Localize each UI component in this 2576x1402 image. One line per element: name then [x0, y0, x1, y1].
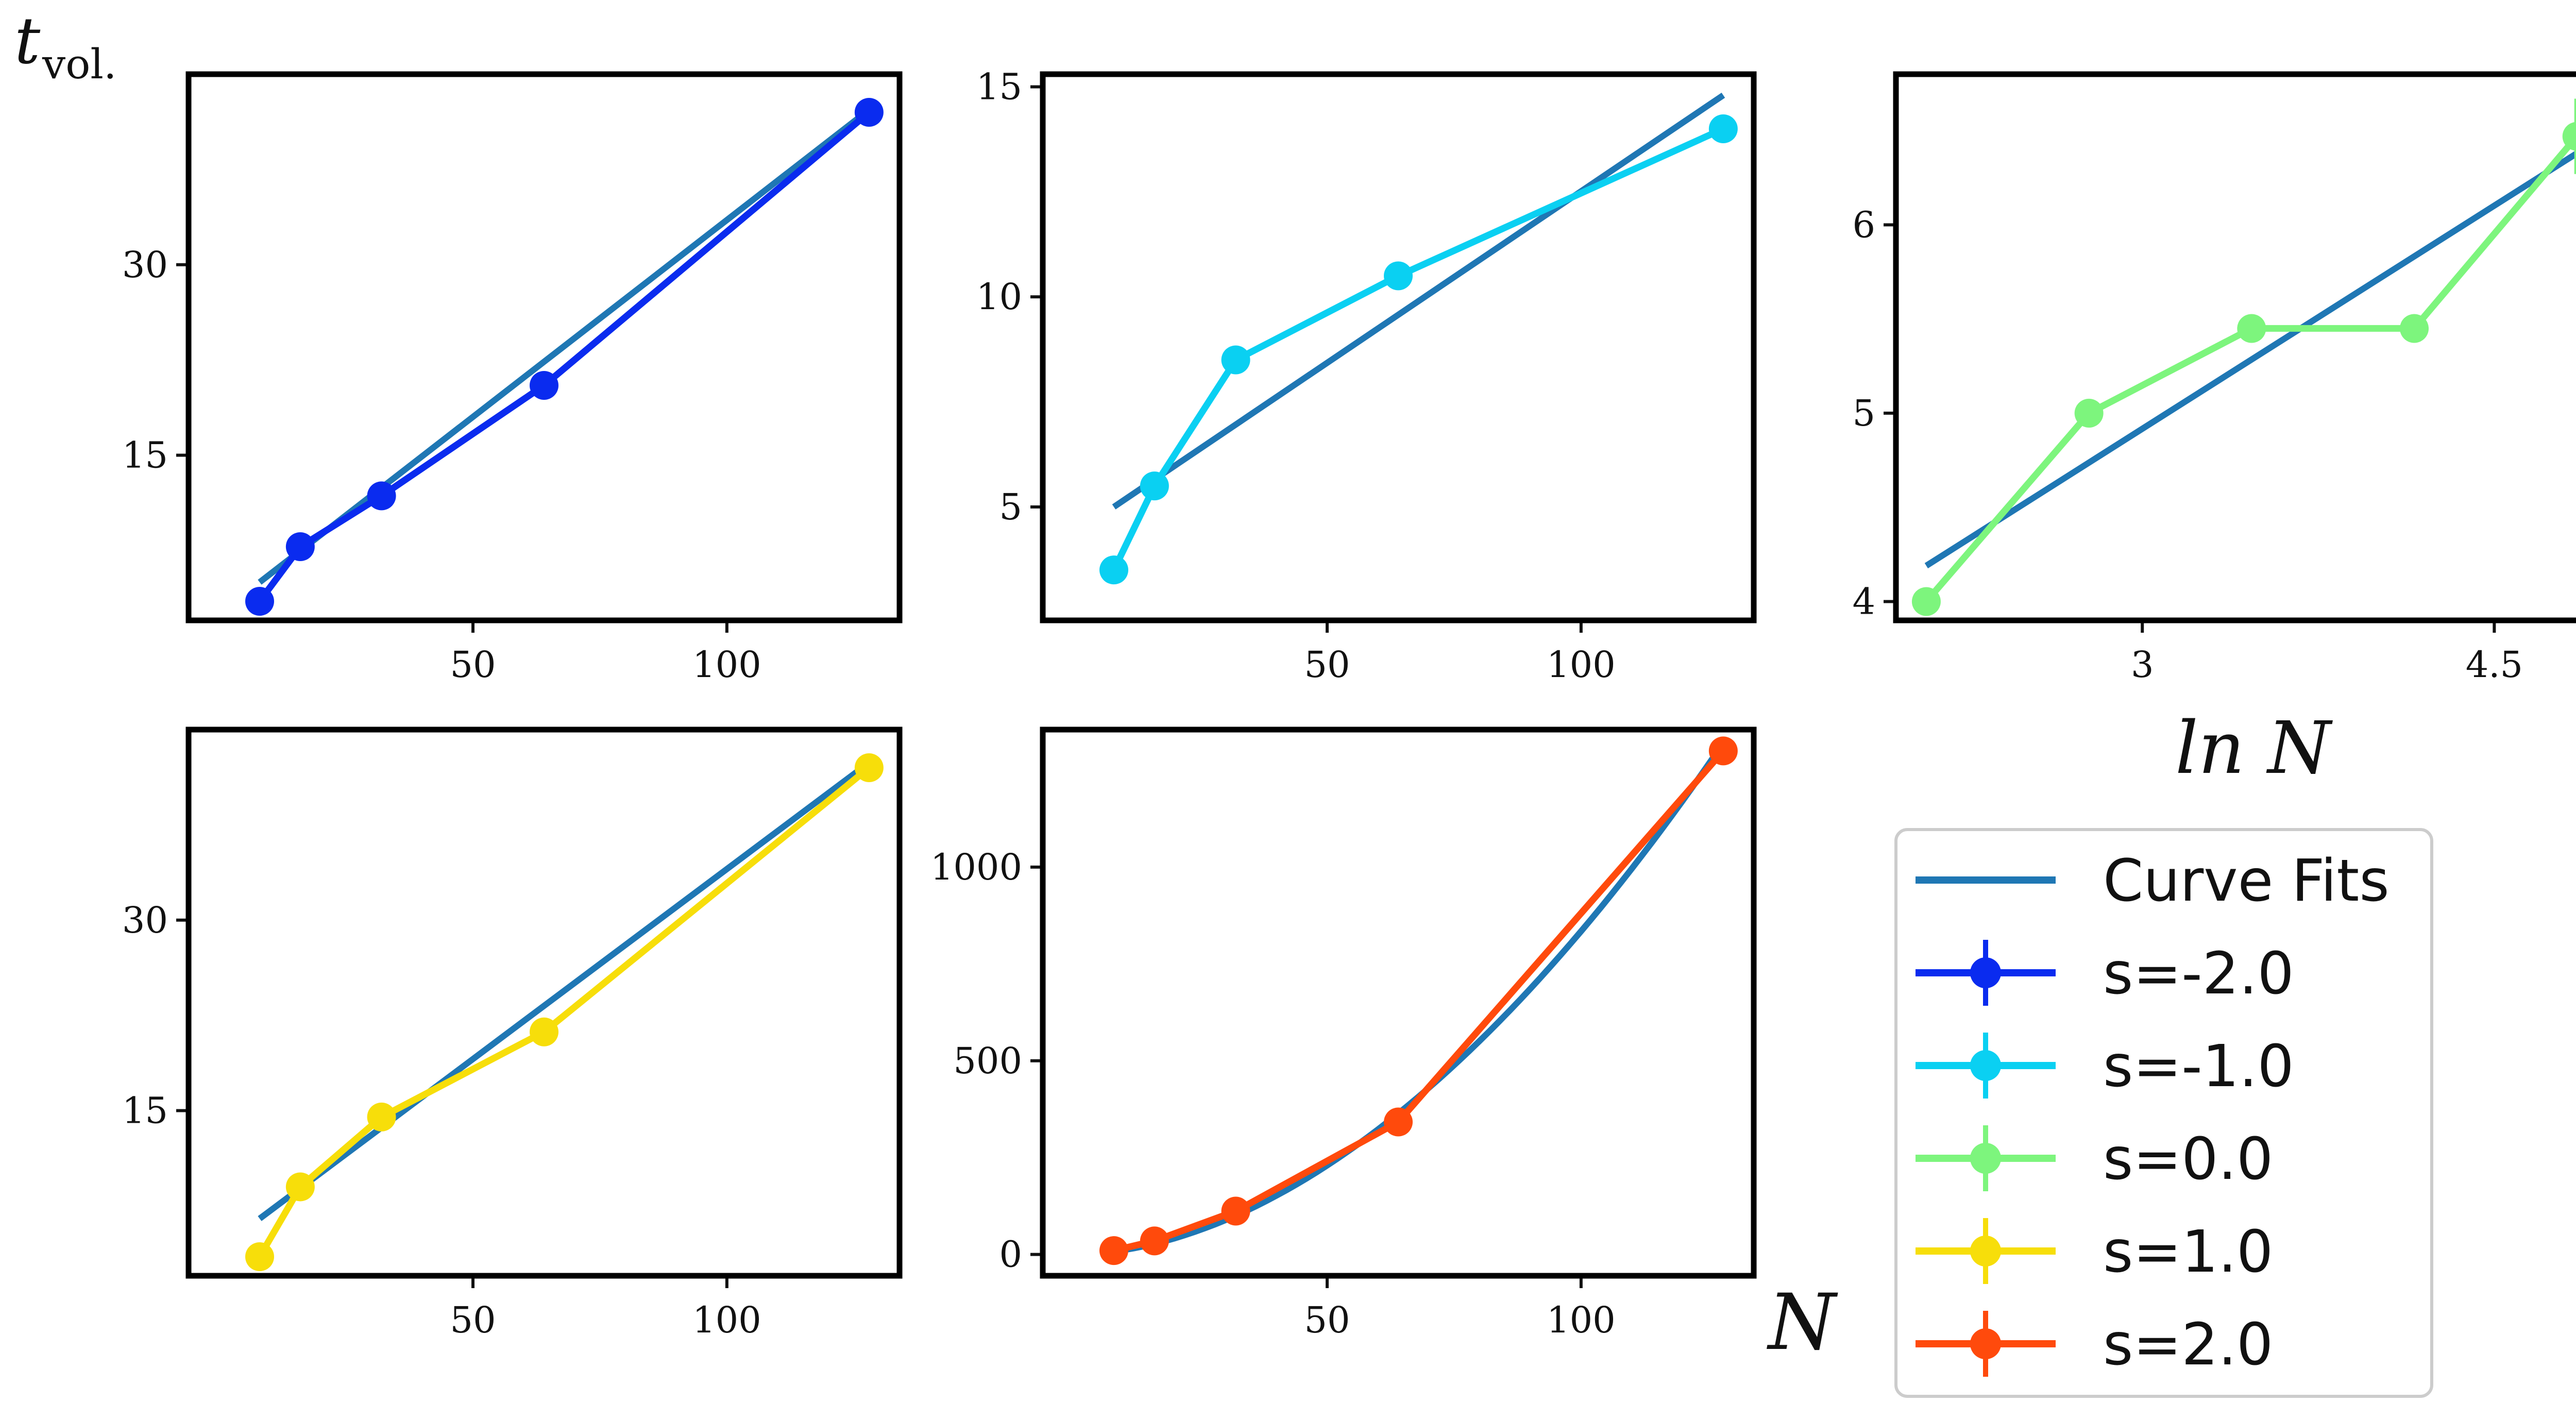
panel-s-0: 3 4.5 4 5 6	[1852, 71, 2576, 686]
data-point	[1221, 345, 1250, 375]
y-tick-label: 10	[976, 276, 1022, 318]
x-tick-label: 100	[1547, 1299, 1616, 1341]
x-tick-label: 100	[692, 1299, 761, 1341]
data-point	[1099, 555, 1128, 585]
fit-line	[258, 107, 871, 585]
fit-line	[258, 760, 871, 1221]
data-point	[1911, 587, 1941, 616]
x-tick-label: 100	[1547, 644, 1616, 686]
x-tick-label: 50	[450, 1299, 496, 1341]
panel-s-minus-1: 50 100 5 10 15	[976, 65, 1757, 686]
x-tick-label: 100	[692, 644, 761, 686]
x-tick-label: 50	[450, 644, 496, 686]
y-tick-label: 0	[999, 1234, 1022, 1276]
data-point	[1140, 1226, 1169, 1256]
data-point	[2562, 122, 2576, 151]
data-point	[367, 481, 396, 511]
fit-line	[1112, 92, 1725, 510]
data-point	[530, 370, 558, 400]
data-point	[1708, 114, 1738, 143]
data-point	[2400, 314, 2429, 343]
data-point	[2074, 398, 2104, 428]
data-point	[1384, 1107, 1413, 1137]
axes-frame	[185, 71, 903, 623]
y-tick-label: 15	[122, 1090, 168, 1132]
data-point	[530, 1017, 558, 1046]
y-tick-label: 15	[976, 65, 1022, 108]
y-tick-label: 1000	[930, 846, 1022, 888]
data-point	[1140, 471, 1169, 501]
data-point	[285, 532, 315, 562]
data-point	[854, 97, 884, 127]
legend-swatch-marker	[1970, 1328, 2001, 1359]
legend-label: s=0.0	[2103, 1126, 2273, 1193]
y-tick-label: 30	[122, 899, 168, 941]
x-tick-label: 4.5	[2466, 644, 2523, 686]
data-point	[245, 587, 274, 616]
data-line	[1923, 134, 2576, 604]
axes-frame	[185, 727, 903, 1279]
y-axis-label-subscript: vol.	[42, 40, 116, 88]
y-tick-label: 500	[953, 1040, 1022, 1082]
data-point	[1099, 1236, 1128, 1265]
panel-s-minus-2: 50 100 15 30	[122, 71, 903, 686]
fit-line	[1113, 741, 1726, 1255]
data-line	[257, 110, 872, 603]
data-line	[1113, 749, 1726, 1254]
data-point	[367, 1102, 396, 1131]
y-tick-label: 6	[1852, 204, 1875, 246]
axes-frame	[1040, 727, 1757, 1279]
y-tick-label: 5	[1852, 392, 1875, 434]
legend-swatch-marker	[1970, 957, 2001, 988]
data-point	[2237, 314, 2266, 343]
x-tick-label: 50	[1304, 1299, 1350, 1341]
y-tick-label: 30	[122, 244, 168, 286]
legend-swatch-marker	[1970, 1236, 2001, 1266]
legend-fit-label: Curve Fits	[2103, 848, 2389, 915]
legend-swatch-marker	[1970, 1050, 2001, 1081]
data-point	[854, 753, 884, 782]
data-point	[1708, 736, 1738, 766]
legend-label: s=-1.0	[2103, 1033, 2294, 1100]
x-axis-label-n: N	[1767, 1278, 1838, 1367]
x-axis-label-ln-n: ln N	[2175, 706, 2333, 790]
data-line	[257, 765, 871, 1259]
data-point	[1384, 261, 1413, 291]
legend-label: s=2.0	[2103, 1311, 2273, 1378]
data-point	[285, 1172, 315, 1202]
data-point	[1221, 1196, 1250, 1226]
x-tick-label: 50	[1304, 644, 1350, 686]
legend-label: s=1.0	[2103, 1219, 2273, 1286]
fit-line	[1924, 150, 2576, 569]
x-tick-label: 3	[2131, 644, 2154, 686]
data-point	[245, 1242, 274, 1272]
axes-frame	[1893, 71, 2576, 623]
y-axis-label: t	[14, 4, 41, 78]
legend-swatch-marker	[1970, 1143, 2001, 1174]
y-tick-label: 4	[1852, 580, 1875, 622]
panel-s-1: 50 100 15 30	[122, 727, 903, 1341]
legend: Curve Fits s=-2.0 s=-1.0 s=0.0 s=1.0 s=2.0	[1894, 828, 2433, 1398]
data-line	[1111, 126, 1725, 572]
y-tick-label: 5	[999, 486, 1022, 528]
axes-frame	[1040, 71, 1757, 623]
y-tick-label: 15	[122, 434, 168, 477]
legend-label: s=-2.0	[2103, 940, 2294, 1007]
